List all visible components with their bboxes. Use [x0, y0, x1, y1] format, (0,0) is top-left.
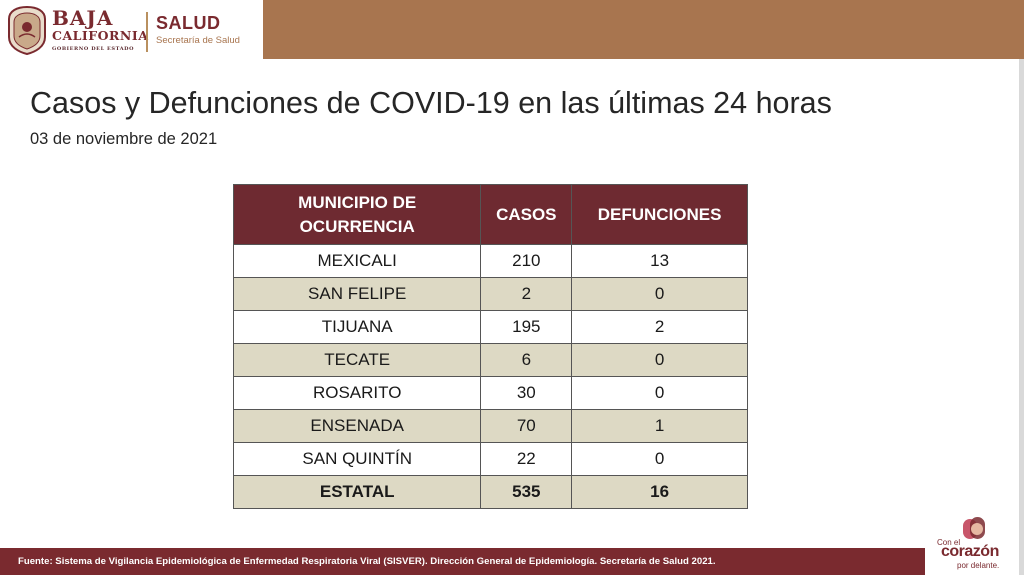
- cell-municipio: TIJUANA: [232, 310, 482, 344]
- cell-total-label: ESTATAL: [232, 475, 482, 509]
- government-logo: BAJA CALIFORNIA GOBIERNO DEL ESTADO SALU…: [0, 0, 263, 62]
- logo-line-1: BAJA: [52, 6, 114, 30]
- logo-line-2: CALIFORNIA: [52, 28, 149, 43]
- secretaria-label: Secretaría de Salud: [156, 35, 240, 46]
- cell-municipio: SAN FELIPE: [232, 277, 482, 311]
- cell-total-casos: 535: [480, 475, 573, 509]
- cell-casos: 6: [480, 343, 573, 377]
- salud-label: SALUD: [156, 13, 221, 33]
- source-text: Fuente: Sistema de Vigilancia Epidemioló…: [18, 556, 716, 567]
- cell-defunciones: 13: [571, 244, 748, 278]
- cell-municipio: MEXICALI: [232, 244, 482, 278]
- table-row: SAN QUINTÍN 22 0: [232, 442, 748, 476]
- cell-municipio: SAN QUINTÍN: [232, 442, 482, 476]
- cell-defunciones: 0: [571, 442, 748, 476]
- cell-casos: 70: [480, 409, 573, 443]
- table-row: MEXICALI 210 13: [232, 244, 748, 278]
- cell-defunciones: 0: [571, 277, 748, 311]
- header-municipio: MUNICIPIO DE OCURRENCIA: [232, 184, 482, 245]
- table-row: TECATE 6 0: [232, 343, 748, 377]
- table-row: TIJUANA 195 2: [232, 310, 748, 344]
- table-header-row: MUNICIPIO DE OCURRENCIA CASOS DEFUNCIONE…: [232, 184, 748, 245]
- header-defunciones: DEFUNCIONES: [571, 184, 748, 245]
- corazon-line-1: Con el: [937, 538, 961, 547]
- cell-casos: 22: [480, 442, 573, 476]
- right-edge-strip: [1019, 59, 1024, 575]
- logo-divider: [146, 12, 148, 52]
- cell-defunciones: 0: [571, 343, 748, 377]
- source-footer: Fuente: Sistema de Vigilancia Epidemioló…: [0, 548, 925, 575]
- table-row: ENSENADA 70 1: [232, 409, 748, 443]
- table-row: SAN FELIPE 2 0: [232, 277, 748, 311]
- cell-total-defunciones: 16: [571, 475, 748, 509]
- heart-icon: [963, 517, 985, 539]
- salud-wordmark: SALUD Secretaría de Salud: [156, 14, 240, 46]
- header-municipio-line2: OCURRENCIA: [299, 216, 415, 236]
- cell-casos: 210: [480, 244, 573, 278]
- cell-municipio: TECATE: [232, 343, 482, 377]
- header-bar: [263, 0, 1024, 59]
- con-el-corazon-logo: Con el corazón por delante.: [935, 512, 1015, 572]
- state-seal-icon: [8, 5, 46, 55]
- table-row: ROSARITO 30 0: [232, 376, 748, 410]
- table-total-row: ESTATAL 535 16: [232, 475, 748, 509]
- cell-casos: 30: [480, 376, 573, 410]
- header-municipio-line1: MUNICIPIO DE: [298, 192, 417, 212]
- logo-line-3: GOBIERNO DEL ESTADO: [52, 45, 135, 52]
- cell-defunciones: 2: [571, 310, 748, 344]
- covid-cases-table: MUNICIPIO DE OCURRENCIA CASOS DEFUNCIONE…: [232, 184, 748, 509]
- cell-defunciones: 0: [571, 376, 748, 410]
- page-title: Casos y Defunciones de COVID-19 en las ú…: [30, 86, 832, 120]
- cell-defunciones: 1: [571, 409, 748, 443]
- baja-california-wordmark: BAJA CALIFORNIA GOBIERNO DEL ESTADO: [52, 8, 148, 52]
- corazon-line-2: corazón: [941, 543, 999, 560]
- corazon-line-3: por delante.: [957, 561, 1000, 570]
- cell-casos: 195: [480, 310, 573, 344]
- cell-municipio: ENSENADA: [232, 409, 482, 443]
- report-date: 03 de noviembre de 2021: [30, 130, 218, 148]
- cell-municipio: ROSARITO: [232, 376, 482, 410]
- cell-casos: 2: [480, 277, 573, 311]
- header-casos: CASOS: [480, 184, 573, 245]
